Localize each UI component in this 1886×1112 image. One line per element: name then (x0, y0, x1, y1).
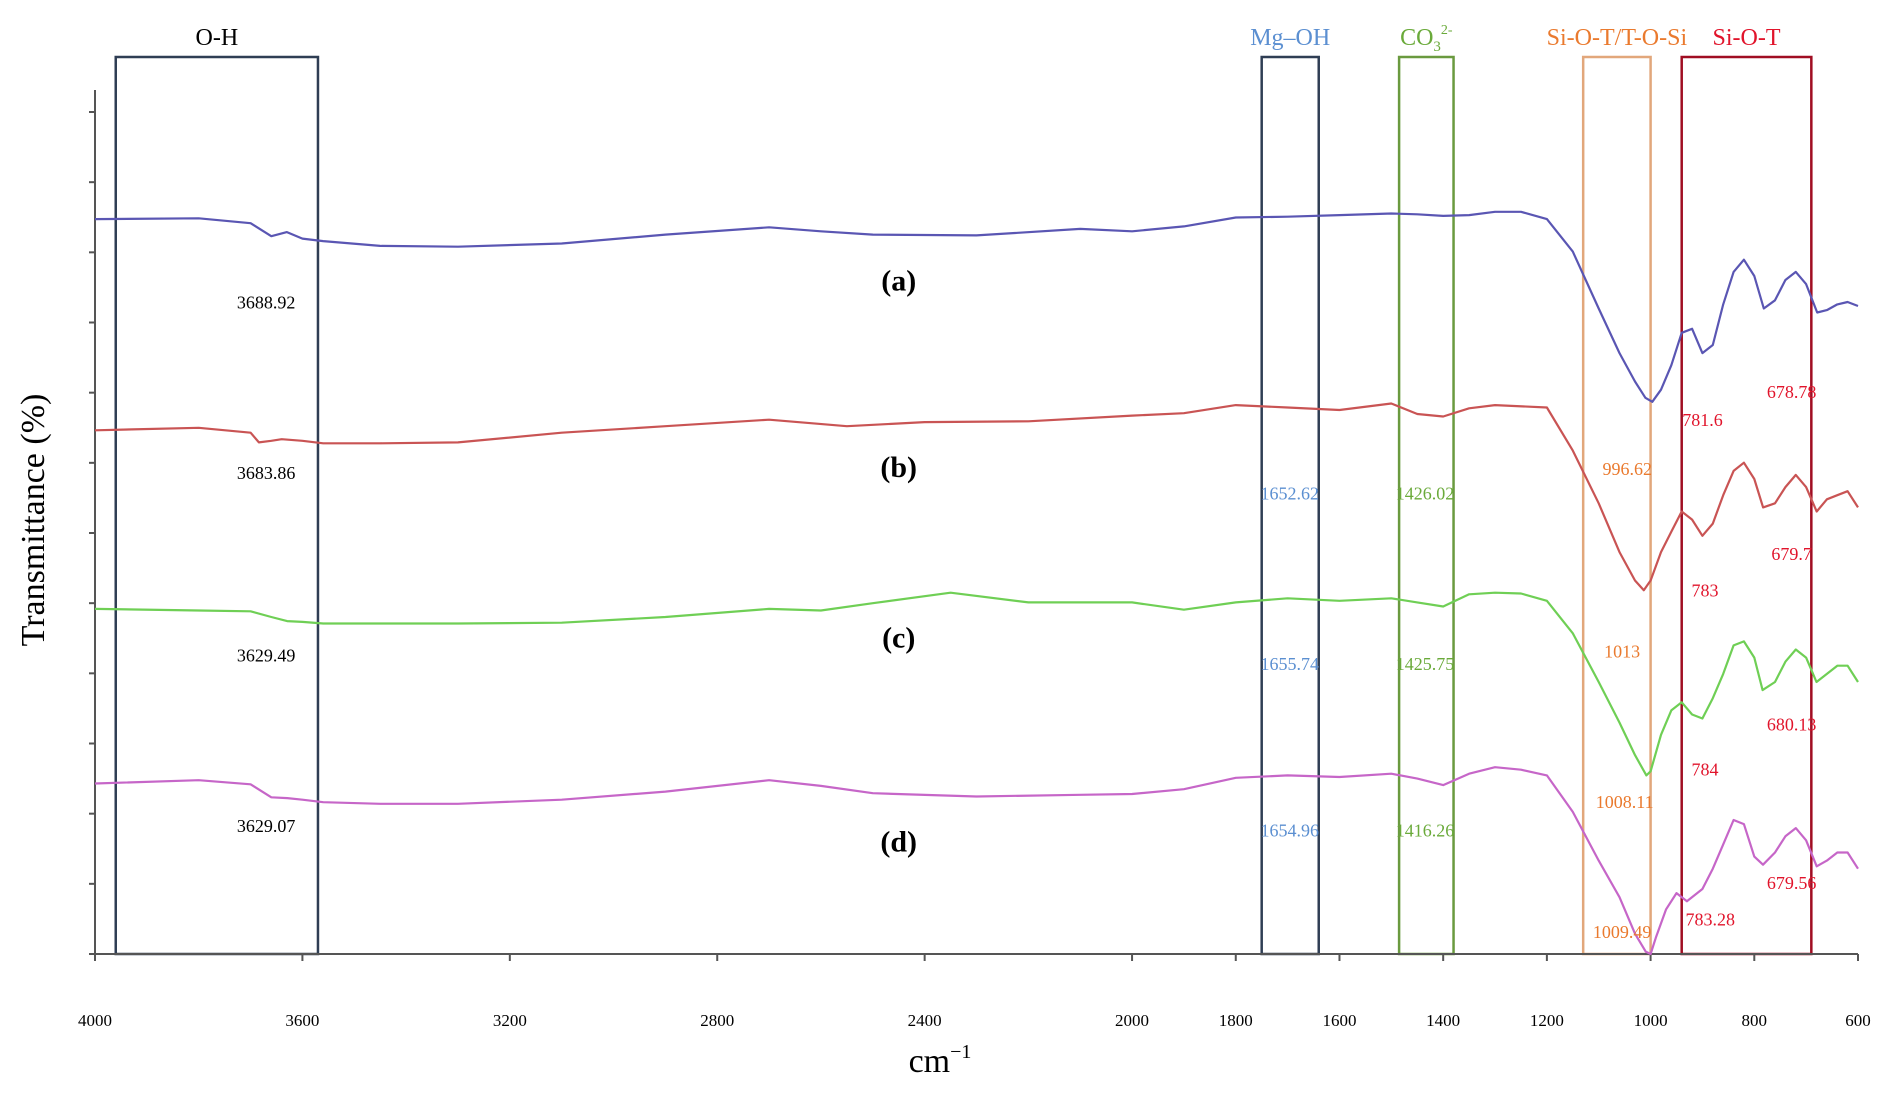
x-tick-label: 800 (1742, 1011, 1768, 1030)
series-label-b: (b) (880, 451, 917, 484)
peak-label: 3688.92 (237, 292, 296, 312)
peak-label: 1008.11 (1596, 792, 1654, 812)
band-label-si-o-t: Si-O-T (1713, 25, 1781, 51)
peak-label: 1009.49 (1593, 922, 1652, 942)
peak-label: 1416.26 (1396, 820, 1455, 840)
band-box-si-o-t-t-o-si (1581, 55, 1652, 956)
peak-label: 1655.74 (1260, 654, 1319, 674)
band-label-co3: CO32- (1400, 23, 1453, 55)
peak-label: 1652.62 (1260, 483, 1319, 503)
peak-label: 783.28 (1685, 910, 1735, 930)
band-label-si-o-t-t-o-si: Si-O-T/T-O-Si (1547, 25, 1688, 51)
peak-label: 3629.49 (237, 646, 296, 666)
peak-label: 781.6 (1682, 410, 1723, 430)
x-axis-title: cm−1 (909, 1041, 972, 1080)
peak-label: 680.13 (1767, 715, 1817, 735)
band-label-mg-oh: Mg–OH (1250, 25, 1330, 51)
x-axis-title-exponent: −1 (950, 1041, 971, 1063)
peak-label: 1425.75 (1396, 654, 1455, 674)
peak-label: 1654.96 (1260, 820, 1319, 840)
x-tick-label: 1400 (1426, 1011, 1460, 1030)
peak-label: 1013 (1604, 642, 1640, 662)
x-tick-label: 2000 (1115, 1011, 1149, 1030)
peak-label: 679.56 (1767, 873, 1817, 893)
x-tick-label: 1600 (1322, 1011, 1356, 1030)
peak-label: 1426.02 (1396, 483, 1455, 503)
series-labels: (a) (b) (c) (d) (880, 264, 917, 858)
x-tick-label: 1200 (1530, 1011, 1564, 1030)
peak-label: 3683.86 (237, 463, 296, 483)
x-tick-label: 1000 (1634, 1011, 1668, 1030)
peak-label: 3629.07 (237, 816, 296, 836)
series-label-d: (d) (880, 825, 917, 858)
band-boxes (114, 55, 1813, 956)
x-tick-label: 2400 (908, 1011, 942, 1030)
y-axis-title: Transmittance (%) (15, 394, 52, 647)
peak-label: 783 (1692, 581, 1719, 601)
x-tick-label: 2800 (700, 1011, 734, 1030)
series-line-b (94, 402, 1859, 592)
band-box-si-o-t (1680, 55, 1813, 956)
series-label-c: (c) (882, 622, 915, 655)
band-labels: O-H Mg–OH CO32- Si-O-T/T-O-Si Si-O-T (196, 23, 1781, 55)
axes: 4000 3600 3200 2800 2400 2000 1800 1600 1400 1200… (78, 90, 1871, 1030)
peak-annotations: 3688.92 3683.86 3629.49 3629.07 1652.62 1655.… (237, 292, 1817, 941)
series-line-c (94, 591, 1859, 777)
series-line-a (94, 210, 1859, 403)
x-tick-label: 3200 (493, 1011, 527, 1030)
x-tick-label: 600 (1845, 1011, 1871, 1030)
peak-label: 784 (1692, 759, 1719, 779)
x-tick-label: 3600 (285, 1011, 319, 1030)
series-label-a: (a) (881, 264, 916, 297)
peak-label: 996.62 (1603, 459, 1653, 479)
series-lines (94, 210, 1859, 956)
peak-label: 679.7 (1771, 544, 1812, 564)
x-axis-title-base: cm (909, 1043, 951, 1080)
x-tick-label: 4000 (78, 1011, 112, 1030)
peak-label: 678.78 (1767, 382, 1817, 402)
x-tick-label: 1800 (1219, 1011, 1253, 1030)
series-line-d (94, 766, 1859, 956)
band-label-o-h: O-H (196, 25, 239, 51)
